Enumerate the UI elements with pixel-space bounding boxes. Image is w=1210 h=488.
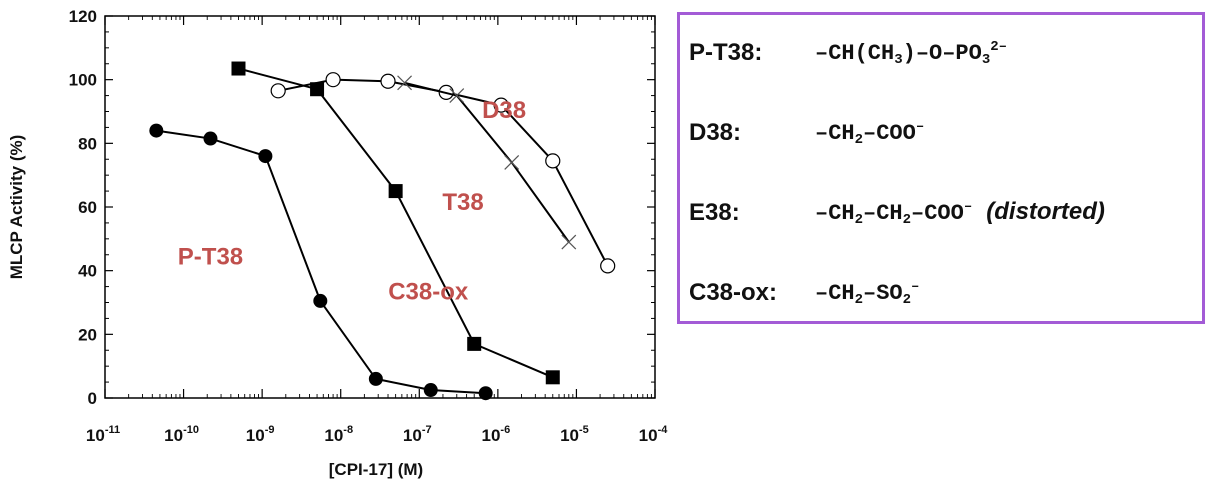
x-axis-label: [CPI-17] (M) — [329, 460, 423, 479]
series-label-p-t38: P-T38 — [178, 243, 243, 270]
data-point-d38 — [545, 153, 561, 169]
data-point-d38 — [380, 73, 396, 89]
legend-key: C38-ox: — [689, 279, 778, 306]
data-point-p-t38 — [203, 131, 218, 146]
substituent-legend: P-T38: –CH(CH3)–O–PO32– D38: –CH2–COO– E… — [677, 12, 1205, 324]
y-tick-label: 40 — [78, 262, 97, 281]
x-tick-label: 10-4 — [639, 424, 669, 445]
cross-stroke — [561, 234, 577, 250]
plot-frame — [104, 15, 656, 399]
y-tick-label: 60 — [78, 198, 97, 217]
x-tick-label: 10-7 — [403, 424, 432, 445]
data-point-d38 — [270, 83, 286, 99]
data-point-d38 — [325, 72, 341, 88]
data-point-t38 — [561, 234, 577, 250]
y-tick-label: 100 — [69, 71, 97, 90]
data-point-p-t38 — [423, 383, 438, 398]
legend-key: P-T38: — [689, 39, 763, 66]
legend-key: E38: — [689, 199, 740, 226]
y-axis-label: MLCP Activity (%) — [7, 135, 26, 280]
data-point-p-t38 — [368, 371, 383, 386]
y-tick-label: 80 — [78, 134, 97, 153]
cross-stroke — [449, 88, 465, 104]
legend-row-e38: E38: –CH2–CH2–COO– (distorted) — [680, 193, 1202, 233]
legend-row-d38: D38: –CH2–COO– — [680, 113, 1202, 153]
legend-formula: –CH2–CH2–COO– (distorted) — [815, 198, 1105, 228]
data-point-p-t38 — [149, 123, 164, 138]
data-point-c38-ox — [545, 370, 560, 385]
data-point-c38-ox — [231, 61, 246, 76]
x-tick-label: 10-10 — [164, 424, 199, 445]
x-tick-label: 10-8 — [324, 424, 353, 445]
x-tick-label: 10-5 — [560, 424, 589, 445]
data-point-d38 — [493, 97, 509, 113]
cross-stroke — [504, 155, 520, 170]
x-tick-label: 10-9 — [246, 424, 275, 445]
data-point-t38 — [449, 88, 465, 104]
x-tick-label: 10-6 — [482, 424, 511, 445]
legend-key: D38: — [689, 119, 742, 146]
mlcp-activity-chart: 0 20 40 60 80 100 120 10-11 10-10 10-9 10-8 10-7 10-… — [7, 7, 669, 479]
data-point-t38 — [397, 75, 413, 91]
y-tick-label: 120 — [69, 7, 97, 26]
legend-formula: –CH(CH3)–O–PO32– — [815, 38, 1008, 68]
x-tick-label: 10-11 — [86, 424, 120, 445]
data-point-p-t38 — [313, 293, 328, 308]
data-point-c38-ox — [467, 336, 482, 351]
data-point-c38-ox — [388, 184, 403, 199]
legend-row-c38-ox: C38-ox: –CH2–SO2– — [680, 273, 1202, 313]
cross-stroke — [397, 75, 413, 91]
y-tick-label: 20 — [78, 325, 97, 344]
series-line-d38 — [277, 78, 609, 267]
data-point-p-t38 — [478, 386, 493, 401]
series-label-d38: D38 — [482, 97, 526, 124]
data-point-c38-ox — [310, 82, 325, 97]
legend-formula-text: –CH2–CH2–COO– — [815, 199, 973, 228]
legend-note: (distorted) — [986, 198, 1105, 225]
data-point-d38 — [600, 258, 616, 274]
legend-formula: –CH2–COO– — [815, 118, 925, 148]
legend-row-p-t38: P-T38: –CH(CH3)–O–PO32– — [680, 33, 1202, 73]
series-label-c38-ox: C38-ox — [388, 278, 469, 305]
series-line-t38 — [404, 81, 570, 243]
legend-formula: –CH2–SO2– — [815, 278, 920, 308]
data-point-t38 — [504, 155, 520, 170]
series-label-t38: T38 — [442, 189, 483, 216]
y-tick-label: 0 — [88, 389, 97, 408]
data-point-p-t38 — [258, 149, 273, 164]
